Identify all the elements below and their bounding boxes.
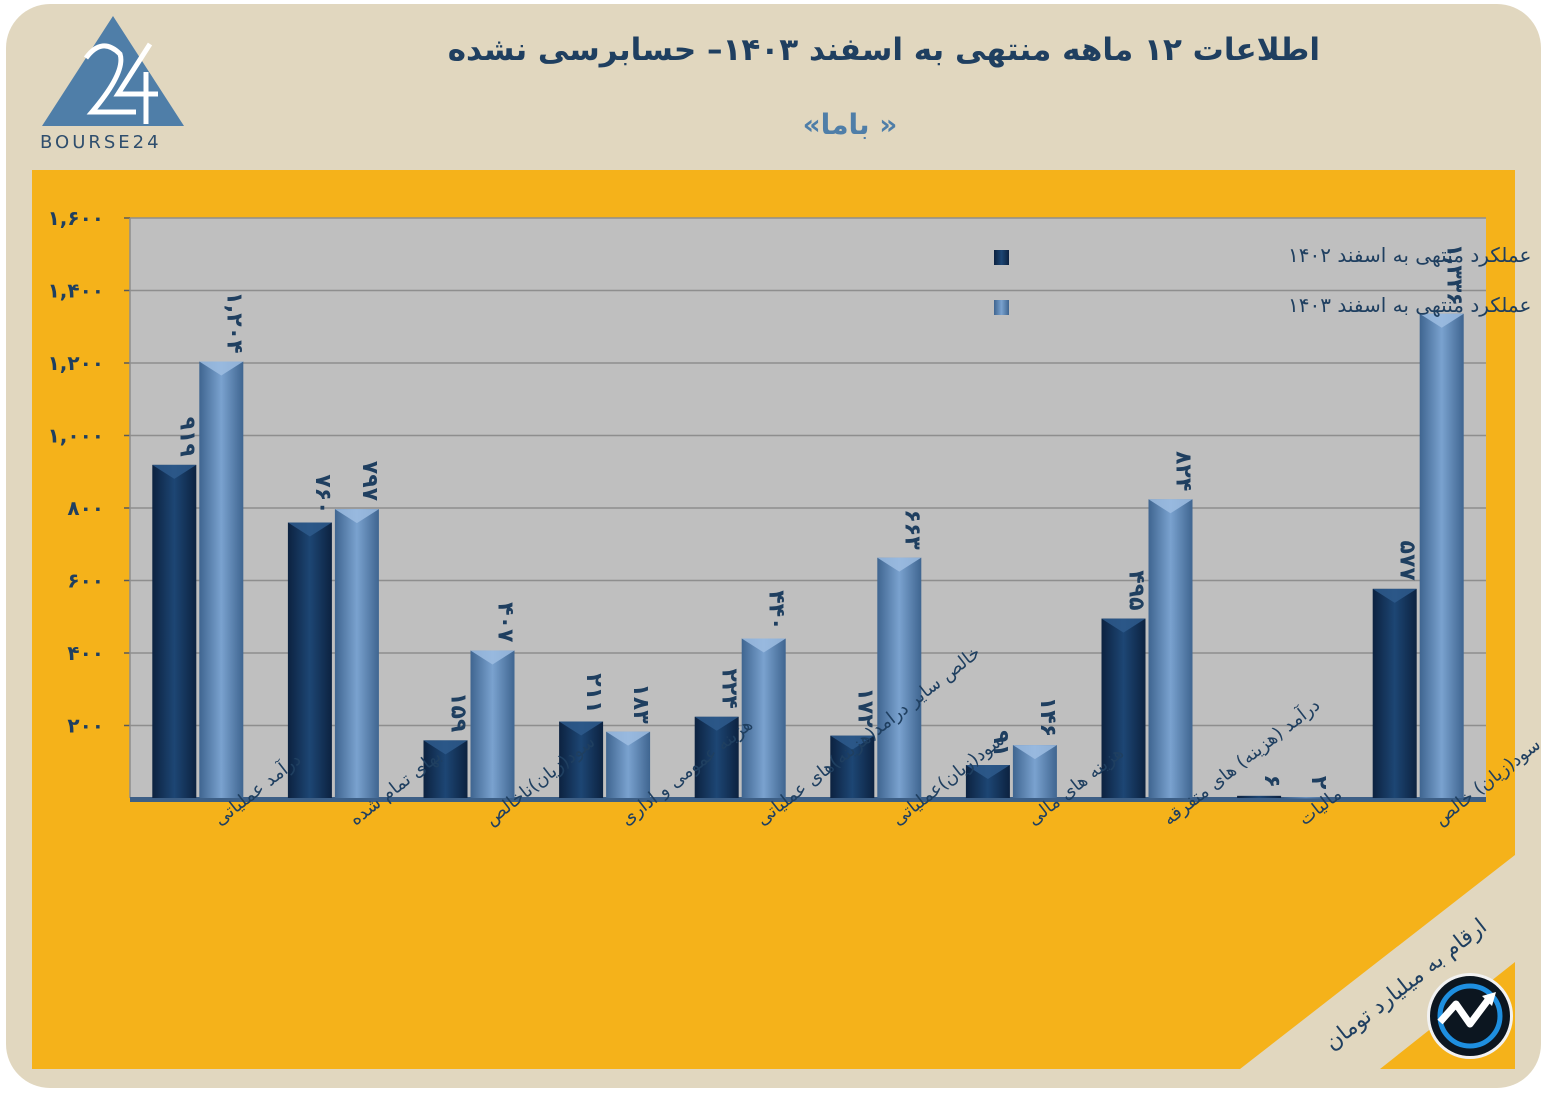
bar-cap [152, 464, 197, 479]
data-label: ۹۱ [988, 730, 1013, 757]
bar-cap [741, 638, 786, 653]
bar-cap [287, 522, 332, 537]
bar-1403 [741, 638, 786, 798]
data-label: ۷۶۰ [310, 474, 335, 514]
y-tick-label: ۱,۰۰۰ [48, 424, 104, 448]
y-tick-label: ۱,۲۰۰ [48, 351, 104, 375]
y-tick-label: ۴۰۰ [67, 641, 104, 665]
bar-1402 [1372, 588, 1417, 798]
data-label: ۲۱۱ [581, 673, 606, 713]
page-subtitle: « باما» [802, 108, 898, 141]
y-tick-label: ۱,۶۰۰ [48, 206, 104, 230]
data-label: ۱۵۹ [446, 692, 471, 732]
bar-1402 [1237, 795, 1282, 798]
data-label: ۹۱۹ [174, 417, 199, 457]
logo-text: BOURSE24 [40, 132, 162, 153]
bar-cap [199, 361, 244, 376]
bar-cap [559, 721, 604, 736]
x-axis-line [130, 797, 1486, 802]
bar-cap [334, 509, 379, 524]
bar-1402 [152, 464, 197, 798]
y-tick-label: ۱,۴۰۰ [48, 279, 104, 303]
legend-label: عملکرد منتهی به اسفند ۱۴۰۲ [1288, 243, 1531, 267]
bourse24-logo [42, 16, 184, 126]
legend-label: عملکرد منتهی به اسفند ۱۴۰۳ [1288, 293, 1531, 317]
bar-cap [423, 740, 468, 755]
bar-cap [877, 557, 922, 572]
bar-cap [606, 731, 651, 746]
data-label: ۴۴۰ [764, 590, 789, 630]
data-label: ۱,۳۳۶ [1442, 244, 1467, 306]
legend-swatch [994, 300, 1009, 315]
bar-1403 [1148, 499, 1193, 798]
page-title: اطلاعات ۱۲ ماهه منتهی به اسفند ۱۴۰۳– حسا… [447, 32, 1320, 68]
legend-swatch [994, 250, 1009, 265]
bar-1402 [1101, 618, 1146, 798]
bar-cap [830, 735, 875, 750]
data-label: ۱۸۳ [628, 683, 653, 724]
data-label: ۱۷۲ [852, 687, 877, 728]
bar-1403 [1284, 797, 1329, 799]
data-label: ۱,۲۰۴ [221, 291, 246, 353]
bar-cap [1148, 499, 1193, 514]
bar-1403 [199, 361, 244, 798]
bar-cap [965, 765, 1010, 780]
trend-arrow-icon [1437, 983, 1503, 1049]
y-tick-label: ۶۰۰ [67, 569, 104, 593]
data-label: ۶۶۳ [899, 509, 924, 550]
data-label: ۷۹۷ [357, 461, 382, 502]
data-label: ۴۹۵ [1124, 570, 1149, 610]
data-label: ۸۲۴ [1171, 451, 1196, 491]
bar-cap [1419, 313, 1464, 328]
y-tick-label: ۸۰۰ [67, 496, 104, 520]
bar-1403 [877, 557, 922, 798]
bar-1403 [334, 509, 379, 798]
data-label: ۵۷۷ [1395, 541, 1420, 582]
bar-cap [1372, 588, 1417, 603]
trend-logo [1427, 973, 1513, 1059]
data-label: ۱۴۶ [1035, 697, 1060, 737]
bar-1403 [470, 650, 515, 798]
data-label: ۲۲۴ [717, 669, 742, 709]
bar-cap [470, 650, 515, 665]
bar-cap [694, 716, 739, 731]
bar-1402 [287, 522, 332, 798]
data-label: ۴۰۷ [493, 602, 518, 643]
bar-cap [1101, 618, 1146, 633]
y-tick-label: ۲۰۰ [67, 714, 104, 738]
bar-cap [1012, 745, 1057, 760]
data-label: ۶ [1259, 774, 1284, 787]
bar-1403 [1419, 313, 1464, 798]
data-label: ۲ [1306, 776, 1331, 790]
